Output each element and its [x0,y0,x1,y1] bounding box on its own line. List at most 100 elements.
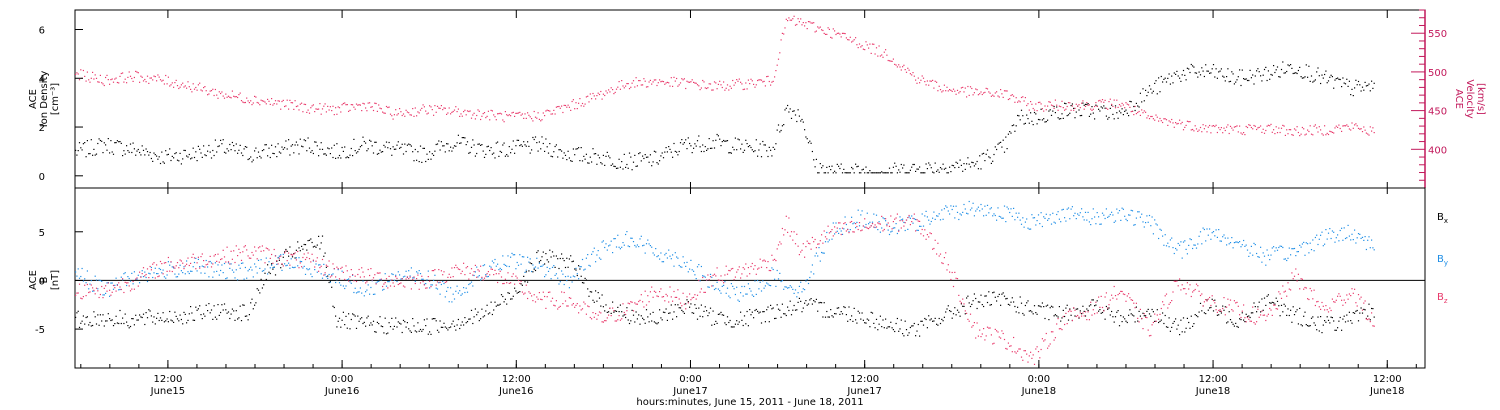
velocity-point [1280,127,1283,129]
ion-density-point [1086,103,1088,106]
by-point [598,257,601,259]
bz-point [503,282,505,285]
by-series [75,200,1375,303]
bz-point [439,281,441,283]
bx-point [656,323,658,325]
ion-density-point [1364,81,1366,83]
bx-point [271,263,273,265]
velocity-point [451,111,453,113]
by-point [964,208,966,210]
by-point [894,227,896,229]
bx-point [1280,304,1283,306]
bx-point [1148,313,1151,315]
by-point [490,266,492,268]
bx-point [544,263,546,265]
bx-point [1321,332,1323,334]
velocity-point [94,74,96,76]
by-point [429,287,431,289]
by-point [1091,218,1093,220]
by-point [988,212,990,214]
ion-density-point [686,148,688,150]
bx-point [699,315,701,317]
bx-point [1270,302,1272,304]
bz-point [596,318,598,320]
velocity-point [1082,100,1084,102]
velocity-point [580,105,582,107]
ion-density-point [294,144,296,146]
velocity-point [1148,118,1151,120]
velocity-point [1107,108,1109,110]
bz-point [740,277,742,279]
by-point [88,288,90,290]
by-point [288,262,290,264]
ion-density-point [250,156,252,158]
bz-point [395,276,397,278]
ion-density-point [634,154,636,156]
bz-point [1333,301,1335,303]
ion-density-point [1044,121,1046,123]
ion-density-point [853,172,855,174]
velocity-point [1003,90,1006,92]
velocity-point [584,103,586,105]
velocity-point [93,78,95,80]
ion-density-point [763,144,765,146]
ion-density-point [318,155,320,157]
bx-point [1154,320,1156,322]
velocity-point [332,105,334,107]
bz-point [112,284,115,287]
velocity-point [455,106,457,108]
bz-point [853,231,855,233]
bx-point [131,318,133,320]
velocity-point [1040,103,1042,105]
by-point [746,293,748,295]
ion-density-point [981,153,983,155]
by-point [116,284,118,286]
by-point [399,274,401,276]
ion-density-point [1351,88,1353,90]
bx-point [180,318,182,321]
bz-point [318,270,320,272]
bz-point [307,252,309,254]
by-point [544,276,546,278]
bz-point [1241,310,1243,312]
ion-density-point [81,149,83,151]
bx-point [77,310,79,312]
by-point [945,205,947,207]
by-point [494,258,496,261]
bz-point [715,275,717,277]
bz-point [648,301,650,303]
bz-point [342,271,344,273]
by-point [660,252,662,254]
ion-density-point [1195,72,1198,74]
ion-density-point [1305,64,1307,66]
ion-density-point [848,172,850,174]
by-point [1252,254,1254,256]
bx-point [1194,314,1196,316]
ion-density-point [468,152,470,154]
bz-point [792,239,794,241]
bx-point [1292,306,1294,308]
ion-density-point [370,140,372,142]
ion-density-point [1121,108,1123,110]
bz-point [1088,319,1090,321]
velocity-point [749,83,751,85]
by-point [464,291,466,294]
by-point [1156,224,1158,226]
by-point [1078,214,1080,216]
bx-point [222,309,224,311]
by-point [975,210,977,212]
bx-point [1334,329,1336,331]
by-point [662,261,665,263]
velocity-point [385,105,388,108]
bz-point [1239,314,1241,316]
by-point [736,286,738,288]
by-point [955,205,957,207]
ion-density-point [175,152,177,154]
bx-point [1305,324,1307,326]
velocity-point [440,105,442,107]
velocity-point [517,112,520,114]
ion-density-point [1141,101,1143,103]
ion-density-point [1154,82,1156,84]
by-point [664,254,666,256]
bx-point [355,327,358,329]
